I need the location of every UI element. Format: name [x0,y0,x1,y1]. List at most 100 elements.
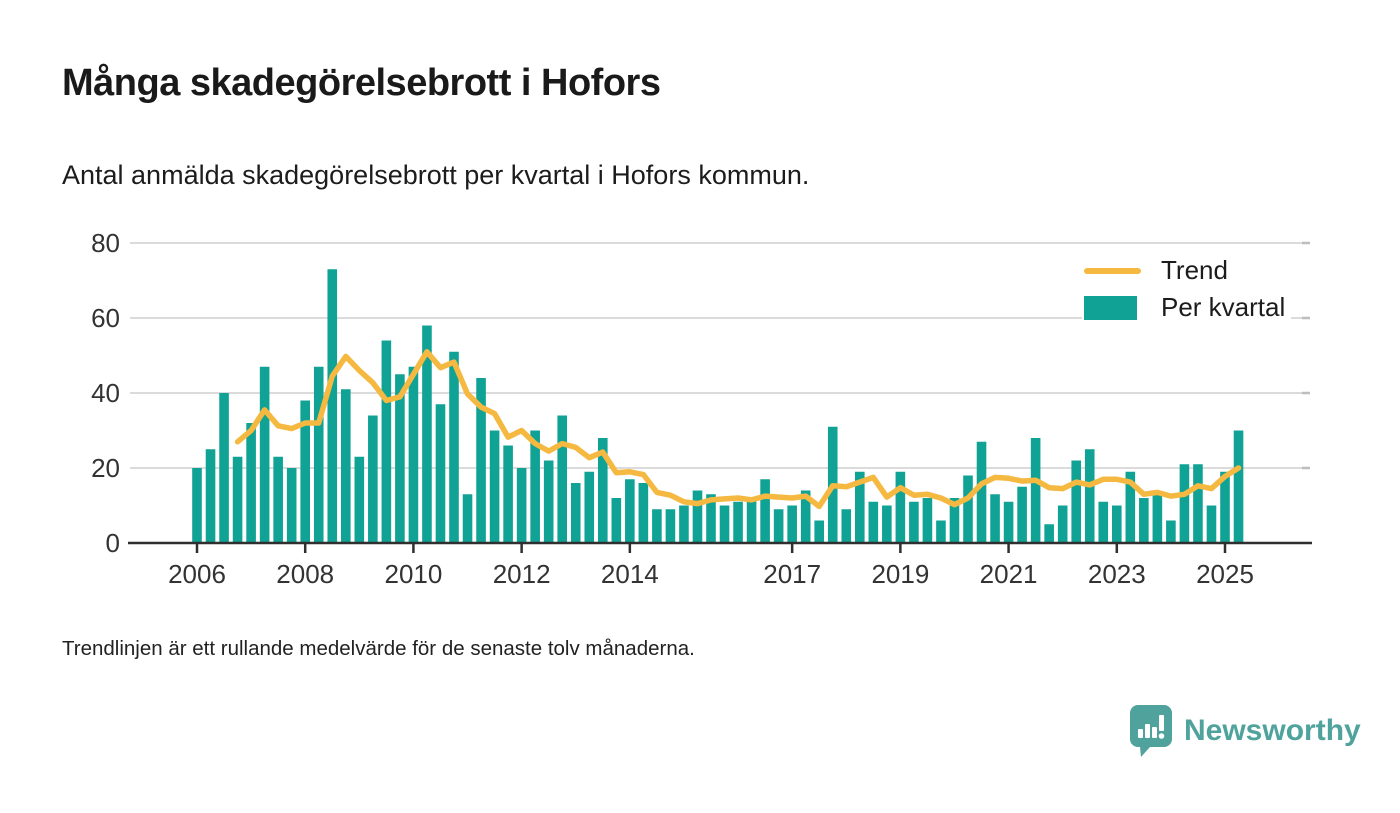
quarter-bar [1179,464,1190,543]
quarter-bar [1220,471,1230,543]
quarter-bar [259,366,270,543]
quarter-bar [1166,520,1176,543]
quarter-bar [1057,505,1068,543]
chart-subtitle: Antal anmälda skadegörelsebrott per kvar… [62,160,810,190]
quarter-bar [841,509,852,543]
quarter-bar [1139,498,1149,543]
quarter-bar [192,468,202,543]
quarter-bar [1003,501,1014,543]
brand-name: Newsworthy [1184,714,1361,747]
quarter-bar [963,475,973,543]
legend-trend-label: Trend [1161,255,1228,285]
legend-item-per-kvartal: Per kvartal [1084,289,1285,326]
quarter-bar [854,471,865,543]
quarter-bar [1111,505,1122,543]
x-axis-label: 2023 [1088,559,1146,589]
quarter-bar [719,505,730,543]
quarter-bar [584,471,595,543]
quarter-bar [597,438,608,543]
quarter-bar [435,404,446,543]
quarter-bar [746,498,757,543]
quarter-bar [800,490,811,543]
quarter-bar [422,325,432,543]
y-axis-label: 40 [91,378,120,408]
quarter-bar [381,340,392,543]
quarter-bar [395,374,405,543]
quarter-bar [340,389,351,543]
trend-line-swatch [1084,267,1141,274]
quarter-bar [1152,494,1163,543]
quarter-bar [489,430,500,543]
quarter-bar [273,456,283,543]
quarter-bar [1071,460,1082,543]
quarter-bar [219,393,229,543]
quarter-bar [868,501,879,543]
y-axis-label: 20 [91,453,120,483]
quarter-bar [449,351,459,543]
quarter-bar [462,494,473,543]
quarter-bar [976,441,987,543]
quarter-bar [1084,449,1095,543]
quarter-bar [760,479,770,543]
quarter-bar [557,415,568,543]
x-axis-label: 2008 [276,559,334,589]
quarter-bar [543,460,554,543]
quarter-bar [1017,486,1027,543]
x-axis-label: 2006 [168,559,226,589]
quarter-bar [814,520,825,543]
quarter-bar [733,501,743,543]
brand-logo: Newsworthy [1128,703,1361,759]
quarter-bar [625,479,635,543]
quarter-bar [300,400,311,543]
quarter-bar [611,498,622,543]
quarter-bar [1030,438,1041,543]
x-axis-label: 2014 [601,559,659,589]
quarter-bar [368,415,378,543]
quarter-bar [530,430,540,543]
quarter-bar [1233,430,1244,543]
quarter-bar [205,449,216,543]
x-axis-label: 2019 [871,559,929,589]
quarter-bar [692,490,703,543]
quarter-bar [476,378,486,543]
quarter-bar [286,468,297,543]
quarter-bar [909,501,919,543]
x-axis-label: 2025 [1196,559,1254,589]
quarter-bar [936,520,946,543]
quarter-bar [922,498,933,543]
x-axis-label: 2017 [763,559,821,589]
footnote: Trendlinjen är ett rullande medelvärde f… [62,637,695,660]
quarter-bar [665,509,676,543]
quarter-bar [1125,471,1136,543]
quarter-bar [895,471,906,543]
quarter-bar [882,505,892,543]
quarter-bar [327,269,338,543]
quarter-bar [503,445,513,543]
bar-swatch [1084,295,1137,320]
quarter-bar [787,505,797,543]
quarter-bar [570,483,581,543]
y-axis-label: 80 [91,228,120,258]
quarter-bar [408,366,419,543]
x-axis-label: 2021 [980,559,1038,589]
quarter-bar [679,505,689,543]
quarter-bar [246,423,256,543]
quarter-bar [1206,505,1217,543]
quarter-bar [232,456,243,543]
quarter-bar [638,483,649,543]
y-axis-label: 0 [106,528,120,558]
quarter-bar [1098,501,1109,543]
quarter-bar [706,494,716,543]
x-axis-label: 2012 [493,559,551,589]
quarter-bar [354,456,365,543]
quarter-bar [516,468,527,543]
trend-line [234,349,1242,510]
quarter-bar [652,509,662,543]
quarter-bar [773,509,784,543]
quarter-bar [1044,524,1054,543]
quarter-bar [1193,464,1203,543]
legend-item-trend: Trend [1084,252,1285,289]
quarter-bar [949,498,960,543]
